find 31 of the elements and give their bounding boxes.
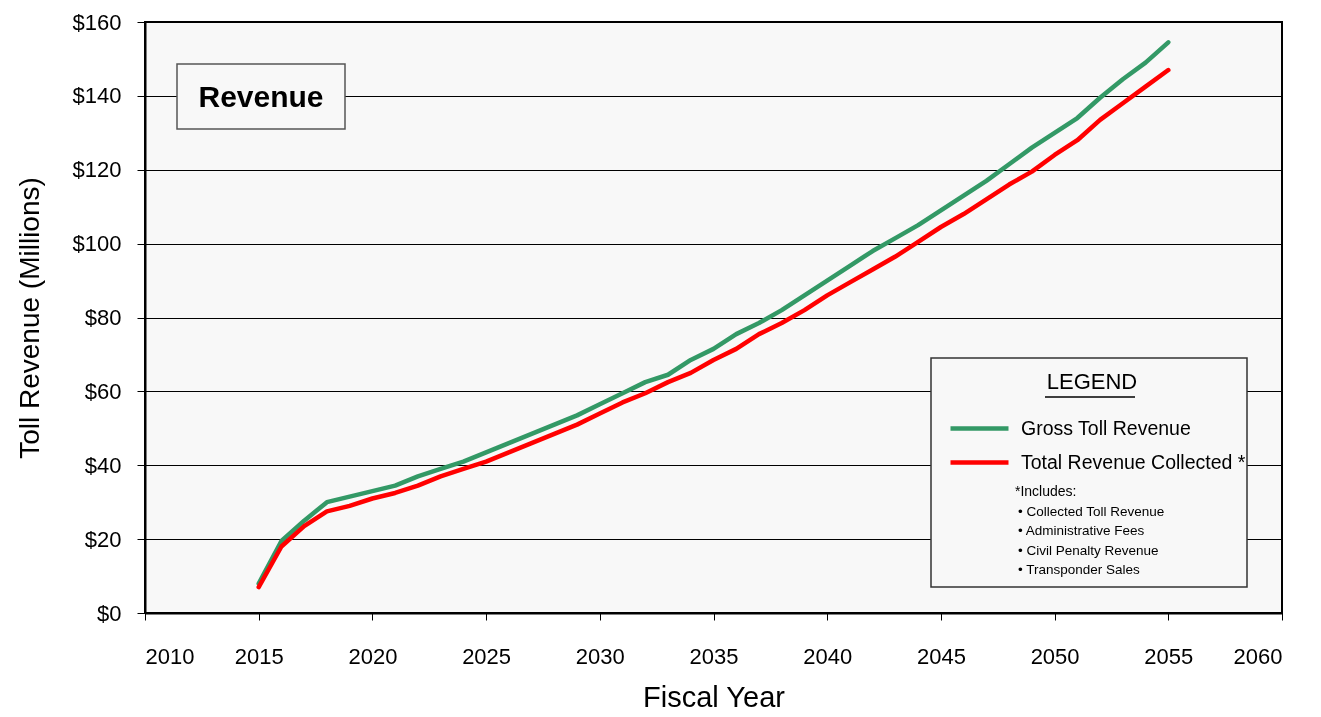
annotation: *Includes: [1015,483,1077,499]
y-tick-label: $160 [72,9,122,35]
y-tick-label: $60 [84,378,122,404]
x-tick-label: 2020 [348,643,398,669]
x-tick-label: 2025 [462,643,512,669]
x-tick-label: 2015 [234,643,284,669]
x-tick-label: 2055 [1144,643,1194,669]
y-tick-label: $40 [84,452,122,478]
x-tick-label: 2040 [803,643,853,669]
y-tick-label: $20 [84,526,122,552]
x-tick-label: 2035 [689,643,739,669]
y-tick-label: $0 [97,600,122,626]
annotation: • Transponder Sales [1018,562,1141,577]
y-tick-label: $120 [72,157,122,183]
x-tick-label: 2045 [916,643,966,669]
y-tick-label: $100 [72,231,122,257]
annotation: • Administrative Fees [1018,523,1145,538]
annotation: • Civil Penalty Revenue [1018,542,1159,558]
legend-label: Gross Toll Revenue [1021,416,1191,439]
y-tick-label: $80 [84,305,122,330]
x-axis-title: Fiscal Year [643,680,786,713]
y-axis-title: Toll Revenue (Millions) [13,177,45,459]
x-tick-label: 2050 [1030,643,1080,669]
annotation: • Collected Toll Revenue [1018,503,1165,519]
text: Revenue [198,80,324,113]
legend-title: LEGEND [1046,369,1138,394]
x-tick-label: 2060 [1233,643,1283,669]
x-tick-label: 2030 [575,643,625,669]
y-tick-label: $140 [72,83,122,109]
legend-label: Total Revenue Collected * [1021,450,1246,473]
x-tick-label: 2010 [145,643,195,669]
